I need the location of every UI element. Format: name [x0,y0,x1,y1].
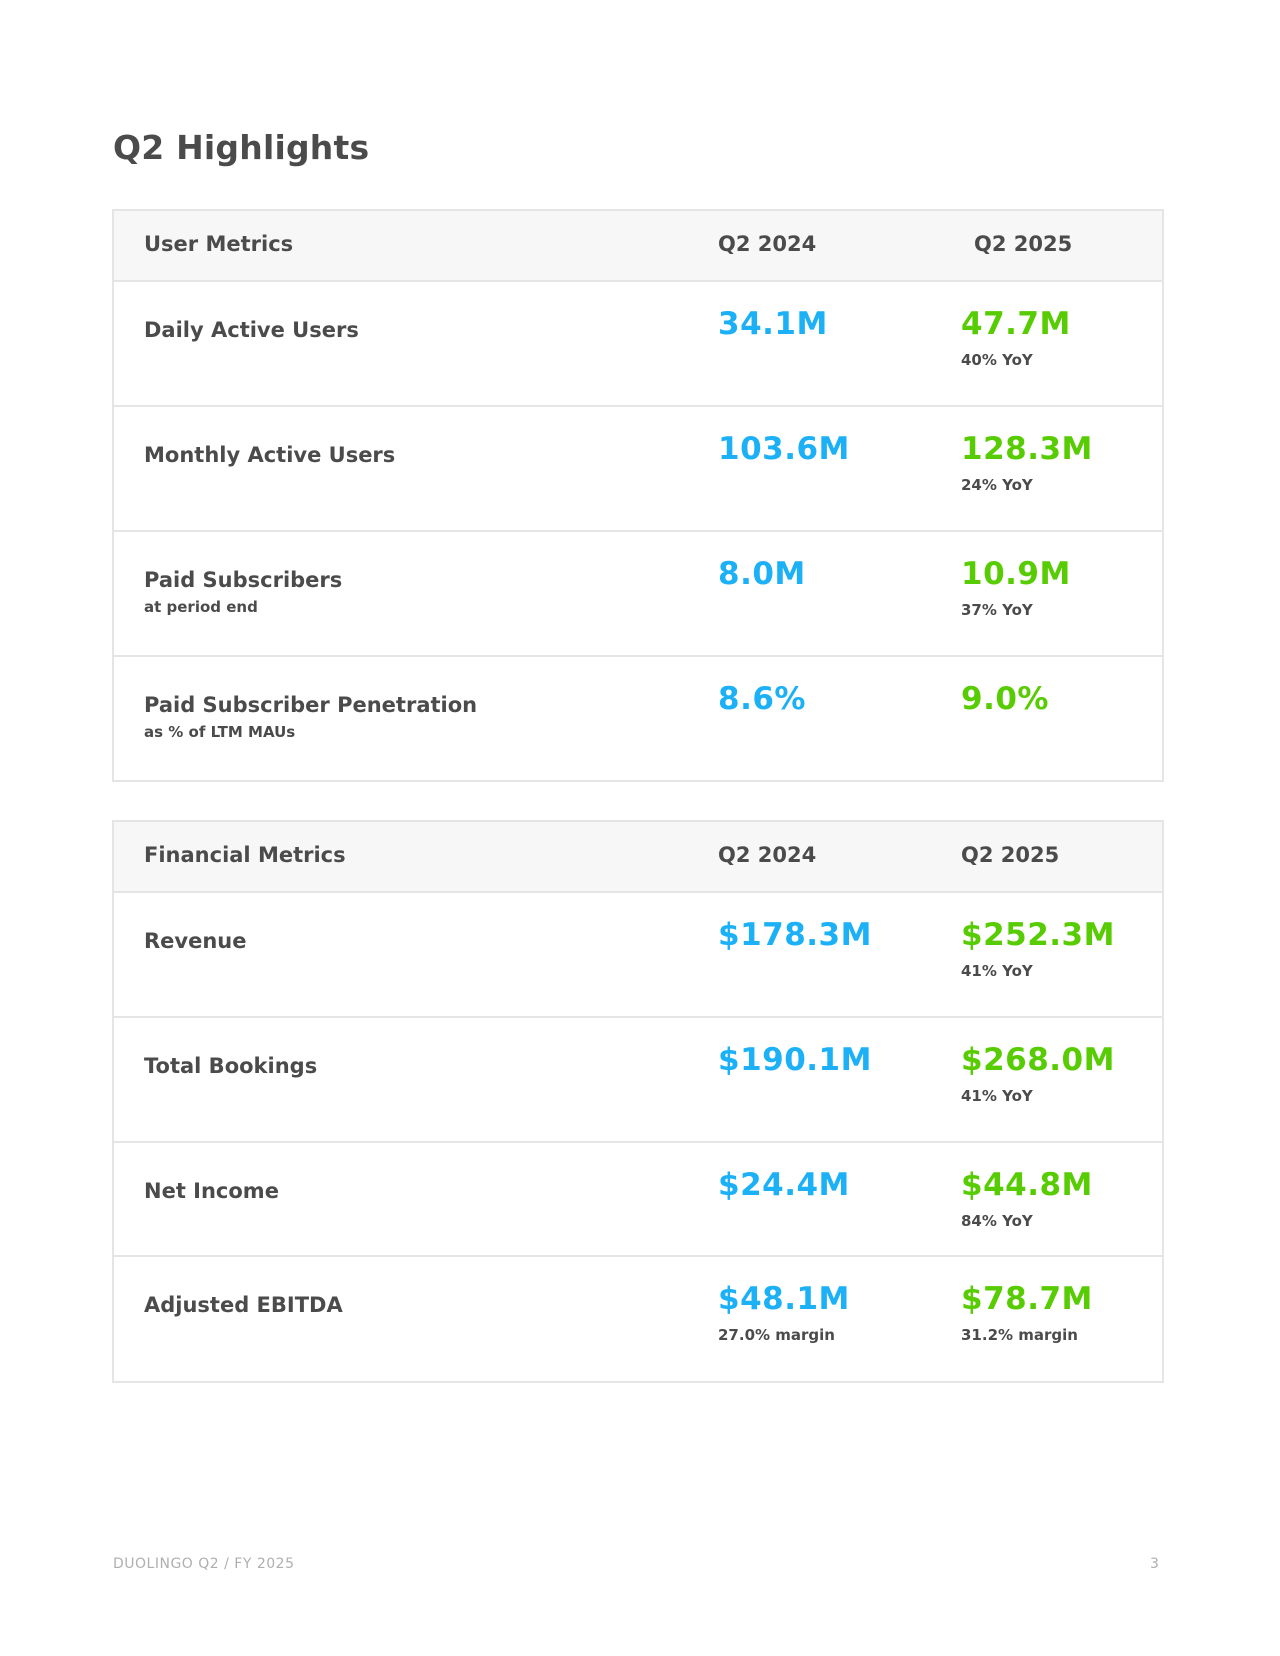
table-header-row: Financial Metrics Q2 2024 Q2 2025 [114,822,1162,891]
table-row-net-income: Net Income $24.4M $44.8M 84% YoY [114,1141,1162,1255]
table-row-total-bookings: Total Bookings $190.1M $268.0M 41% YoY [114,1016,1162,1141]
footer-report-label: DUOLINGO Q2 / FY 2025 [113,1556,295,1572]
table-row-adjusted-ebitda: Adjusted EBITDA $48.1M 27.0% margin $78.… [114,1255,1162,1381]
metric-name: Total Bookings [144,1054,318,1078]
header-q2-2025: Q2 2025 [974,232,1073,256]
value-q2-2025: 47.7M [961,306,1071,342]
margin-q2-2025: 31.2% margin [961,1326,1078,1344]
value-q2-2024: $48.1M [718,1281,850,1317]
metric-subtitle: at period end [144,598,258,616]
value-q2-2025: 10.9M [961,556,1071,592]
metric-name: Monthly Active Users [144,443,396,467]
header-q2-2024: Q2 2024 [718,232,817,256]
value-q2-2025: $44.8M [961,1167,1093,1203]
value-q2-2024: 103.6M [718,431,850,467]
yoy-change: 37% YoY [961,601,1033,619]
value-q2-2025: 128.3M [961,431,1093,467]
yoy-change: 40% YoY [961,351,1033,369]
yoy-change: 84% YoY [961,1212,1033,1230]
value-q2-2024: 34.1M [718,306,828,342]
table-row-paid-subscribers: Paid Subscribers at period end 8.0M 10.9… [114,530,1162,655]
header-q2-2024: Q2 2024 [718,843,817,867]
value-q2-2024: 8.6% [718,681,806,717]
value-q2-2025: $78.7M [961,1281,1093,1317]
value-q2-2025: $252.3M [961,917,1115,953]
page-title: Q2 Highlights [113,128,370,167]
value-q2-2024: $178.3M [718,917,872,953]
metric-name: Revenue [144,929,247,953]
metric-name: Net Income [144,1179,279,1203]
value-q2-2025: 9.0% [961,681,1049,717]
value-q2-2024: 8.0M [718,556,806,592]
metric-subtitle: as % of LTM MAUs [144,723,296,741]
page-number: 3 [1150,1556,1159,1572]
yoy-change: 41% YoY [961,962,1033,980]
value-q2-2024: $190.1M [718,1042,872,1078]
table-row-revenue: Revenue $178.3M $252.3M 41% YoY [114,891,1162,1016]
user-metrics-table: User Metrics Q2 2024 Q2 2025 Daily Activ… [112,209,1164,782]
value-q2-2025: $268.0M [961,1042,1115,1078]
table-row-daily-active-users: Daily Active Users 34.1M 47.7M 40% YoY [114,280,1162,405]
metric-name: Paid Subscribers [144,568,343,592]
margin-q2-2024: 27.0% margin [718,1326,835,1344]
table-header-row: User Metrics Q2 2024 Q2 2025 [114,211,1162,280]
yoy-change: 24% YoY [961,476,1033,494]
metric-name: Paid Subscriber Penetration [144,693,478,717]
header-label: Financial Metrics [144,843,346,867]
table-row-paid-subscriber-penetration: Paid Subscriber Penetration as % of LTM … [114,655,1162,780]
metric-name: Daily Active Users [144,318,359,342]
header-label: User Metrics [144,232,294,256]
table-row-monthly-active-users: Monthly Active Users 103.6M 128.3M 24% Y… [114,405,1162,530]
value-q2-2024: $24.4M [718,1167,850,1203]
header-q2-2025: Q2 2025 [961,843,1060,867]
financial-metrics-table: Financial Metrics Q2 2024 Q2 2025 Revenu… [112,820,1164,1383]
yoy-change: 41% YoY [961,1087,1033,1105]
metric-name: Adjusted EBITDA [144,1293,343,1317]
